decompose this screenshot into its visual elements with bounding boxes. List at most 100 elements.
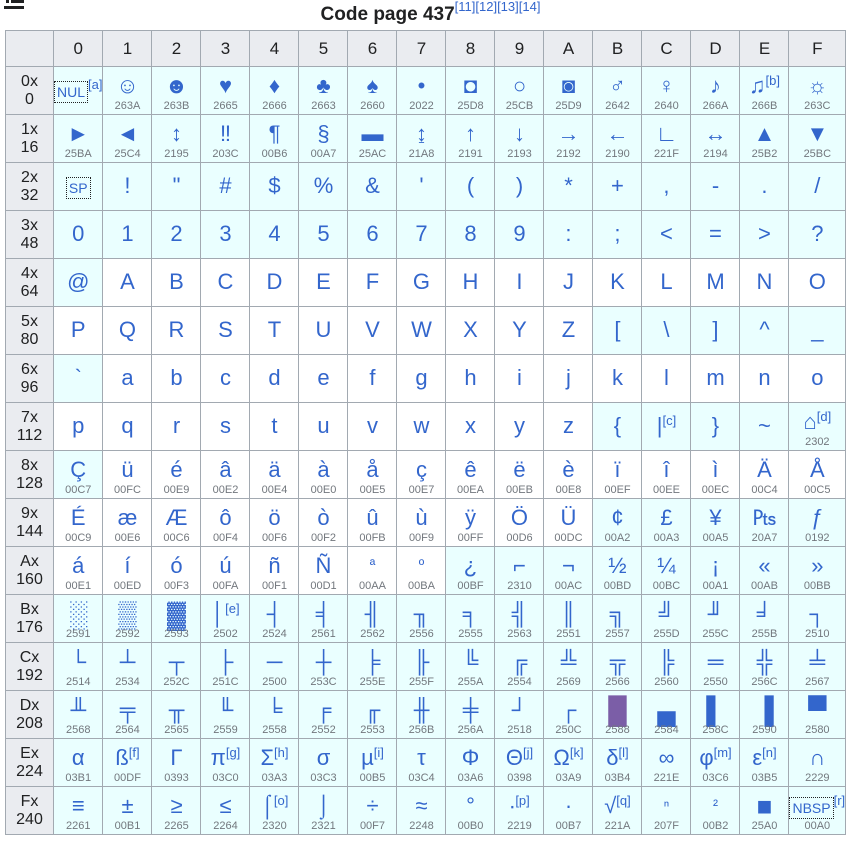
character-glyph[interactable]: U bbox=[299, 318, 347, 344]
character-glyph[interactable]: 4 bbox=[250, 222, 298, 248]
character-glyph[interactable]: ☼ bbox=[789, 74, 845, 100]
character-glyph[interactable]: ê bbox=[446, 458, 494, 484]
character-glyph[interactable]: ( bbox=[446, 174, 494, 200]
footnote-link[interactable]: [g] bbox=[225, 745, 241, 760]
character-glyph[interactable]: ñ bbox=[250, 554, 298, 580]
character-glyph[interactable]: ┼ bbox=[299, 650, 347, 676]
character-glyph[interactable]: └ bbox=[54, 650, 102, 676]
character-glyph[interactable]: ← bbox=[593, 122, 641, 148]
character-glyph[interactable]: ╒ bbox=[299, 698, 347, 724]
character-glyph[interactable]: ç bbox=[397, 458, 445, 484]
character-glyph[interactable]: £ bbox=[642, 506, 690, 532]
character-glyph[interactable]: ô bbox=[201, 506, 249, 532]
character-glyph[interactable]: 0 bbox=[54, 222, 102, 248]
character-glyph[interactable]: ¡ bbox=[691, 554, 739, 580]
footnote-link[interactable]: [k] bbox=[569, 745, 584, 760]
character-glyph[interactable]: s bbox=[201, 414, 249, 440]
reference-link[interactable]: [12] bbox=[475, 0, 498, 14]
character-glyph[interactable]: i bbox=[495, 366, 543, 392]
character-glyph[interactable]: } bbox=[691, 414, 739, 440]
character-glyph[interactable]: ↔ bbox=[691, 122, 739, 148]
character-glyph[interactable]: ß[f] bbox=[103, 746, 151, 772]
character-glyph[interactable]: ╔ bbox=[495, 650, 543, 676]
character-glyph[interactable]: ≥ bbox=[152, 794, 200, 820]
character-glyph[interactable]: â bbox=[201, 458, 249, 484]
character-glyph[interactable]: > bbox=[740, 222, 788, 248]
footnote-link[interactable]: [r] bbox=[833, 793, 846, 808]
character-glyph[interactable]: ∩ bbox=[789, 746, 845, 772]
character-glyph[interactable]: ÷ bbox=[348, 794, 396, 820]
character-glyph[interactable]: ╦ bbox=[593, 650, 641, 676]
character-glyph[interactable]: 2 bbox=[152, 222, 200, 248]
character-glyph[interactable]: Σ[h] bbox=[250, 746, 298, 772]
character-glyph[interactable]: ⌠[o] bbox=[250, 794, 298, 820]
character-glyph[interactable]: ♥ bbox=[201, 74, 249, 100]
character-glyph[interactable]: · bbox=[544, 794, 592, 820]
character-glyph[interactable]: |[c] bbox=[642, 414, 690, 440]
reference-link[interactable]: [13] bbox=[497, 0, 519, 14]
character-glyph[interactable]: ░ bbox=[54, 601, 102, 628]
character-glyph[interactable]: ⌡ bbox=[299, 794, 347, 820]
character-glyph[interactable]: NUL [a] bbox=[54, 78, 102, 104]
character-glyph[interactable]: Z bbox=[544, 318, 592, 344]
character-glyph[interactable]: ╣ bbox=[495, 602, 543, 628]
character-glyph[interactable]: Θ[j] bbox=[495, 746, 543, 772]
character-glyph[interactable]: m bbox=[691, 366, 739, 392]
character-glyph[interactable]: v bbox=[348, 414, 396, 440]
character-glyph[interactable]: p bbox=[54, 414, 102, 440]
character-glyph[interactable]: ₧ bbox=[740, 506, 788, 532]
character-glyph[interactable]: ▒ bbox=[103, 601, 151, 628]
character-glyph[interactable]: è bbox=[544, 458, 592, 484]
character-glyph[interactable]: 3 bbox=[201, 222, 249, 248]
character-glyph[interactable]: y bbox=[495, 414, 543, 440]
character-glyph[interactable]: ⌂[d] bbox=[789, 410, 845, 436]
character-glyph[interactable]: Φ bbox=[446, 746, 494, 772]
character-glyph[interactable]: ? bbox=[789, 222, 845, 248]
character-glyph[interactable]: z bbox=[544, 414, 592, 440]
character-glyph[interactable]: • bbox=[397, 74, 445, 100]
character-glyph[interactable]: ┐ bbox=[789, 602, 845, 628]
character-glyph[interactable]: » bbox=[789, 554, 845, 580]
character-glyph[interactable]: ^ bbox=[740, 318, 788, 344]
character-glyph[interactable]: + bbox=[593, 174, 641, 200]
character-glyph[interactable]: ■ bbox=[740, 793, 788, 820]
character-glyph[interactable]: ≤ bbox=[201, 794, 249, 820]
footnote-link[interactable]: [o] bbox=[273, 793, 289, 808]
footnote-link[interactable]: [l] bbox=[618, 745, 629, 760]
character-glyph[interactable]: ═ bbox=[691, 650, 739, 676]
character-glyph[interactable]: S bbox=[201, 318, 249, 344]
character-glyph[interactable]: E bbox=[299, 270, 347, 296]
character-glyph[interactable]: ┘ bbox=[495, 698, 543, 724]
character-glyph[interactable]: é bbox=[152, 458, 200, 484]
character-glyph[interactable]: ▄ bbox=[642, 697, 690, 724]
character-glyph[interactable]: π[g] bbox=[201, 746, 249, 772]
character-glyph[interactable]: ╞ bbox=[348, 650, 396, 676]
character-glyph[interactable]: ╝ bbox=[642, 602, 690, 628]
character-glyph[interactable]: ╬ bbox=[740, 650, 788, 676]
character-glyph[interactable]: ± bbox=[103, 794, 151, 820]
character-glyph[interactable]: * bbox=[544, 174, 592, 200]
character-glyph[interactable]: ◄ bbox=[103, 122, 151, 148]
character-glyph[interactable]: ╧ bbox=[789, 650, 845, 676]
character-glyph[interactable]: C bbox=[201, 270, 249, 296]
character-glyph[interactable]: h bbox=[446, 366, 494, 392]
character-glyph[interactable]: ├ bbox=[201, 650, 249, 676]
character-glyph[interactable]: ╘ bbox=[250, 698, 298, 724]
character-glyph[interactable]: . bbox=[740, 174, 788, 200]
character-glyph[interactable]: ª bbox=[348, 554, 396, 580]
character-glyph[interactable]: j bbox=[544, 366, 592, 392]
character-glyph[interactable]: ƒ bbox=[789, 506, 845, 532]
character-glyph[interactable]: = bbox=[691, 222, 739, 248]
character-glyph[interactable]: ▌ bbox=[691, 697, 739, 724]
character-glyph[interactable]: / bbox=[789, 174, 845, 200]
character-glyph[interactable]: ÿ bbox=[446, 506, 494, 532]
character-glyph[interactable]: w bbox=[397, 414, 445, 440]
character-glyph[interactable]: r bbox=[152, 414, 200, 440]
character-glyph[interactable]: ù bbox=[397, 506, 445, 532]
character-glyph[interactable]: í bbox=[103, 554, 151, 580]
character-glyph[interactable]: ☺ bbox=[103, 74, 151, 100]
character-glyph[interactable]: α bbox=[54, 746, 102, 772]
character-glyph[interactable]: ½ bbox=[593, 554, 641, 580]
character-glyph[interactable]: % bbox=[299, 174, 347, 200]
character-glyph[interactable]: ε[n] bbox=[740, 746, 788, 772]
